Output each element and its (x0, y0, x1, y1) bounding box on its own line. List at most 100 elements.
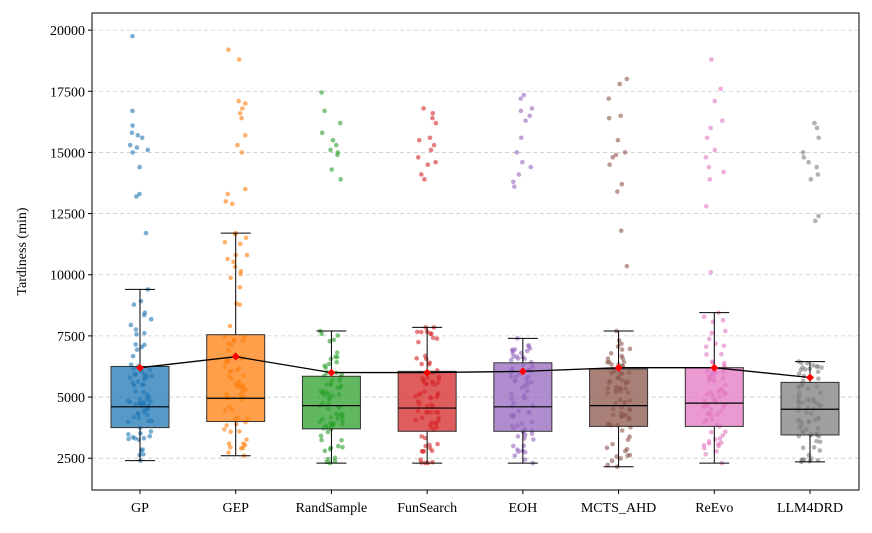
data-point (800, 445, 806, 451)
outlier-point (422, 177, 427, 182)
outlier-point (812, 218, 818, 224)
outlier-point (433, 120, 439, 126)
outlier-point (226, 47, 231, 52)
outlier-point (808, 177, 814, 182)
outlier-point (416, 137, 422, 143)
outlier-point (419, 172, 424, 177)
iqr-box (589, 368, 649, 427)
data-point (244, 252, 250, 258)
data-point (615, 344, 621, 349)
outlier-point (622, 150, 628, 155)
data-point (512, 453, 518, 458)
data-point (419, 361, 424, 367)
data-point (328, 356, 334, 362)
outlier-point (421, 106, 426, 111)
y-tick-label: 7500 (57, 330, 85, 345)
outlier-point (815, 172, 821, 177)
y-tick-label: 20000 (50, 24, 85, 39)
outlier-point (328, 147, 333, 153)
data-point (340, 444, 345, 450)
data-point (244, 437, 249, 442)
outlier-point (615, 137, 621, 143)
data-point (815, 369, 821, 375)
outlier-point (335, 150, 341, 155)
data-point (130, 353, 136, 359)
data-point (720, 433, 726, 438)
outlier-point (816, 135, 821, 141)
outlier-point (704, 135, 710, 141)
box-gp (110, 288, 170, 462)
outlier-point (322, 108, 327, 114)
outlier-point (237, 110, 243, 116)
data-point (133, 342, 138, 347)
data-point (719, 351, 724, 357)
data-point (334, 359, 339, 365)
outlier-point (718, 86, 723, 92)
outlier-point (143, 230, 149, 236)
data-point (227, 444, 233, 450)
data-point (605, 359, 610, 365)
data-point (232, 264, 238, 270)
mean-marker (231, 352, 240, 361)
outlier-point (520, 159, 525, 165)
data-point (332, 455, 338, 461)
data-point (718, 440, 724, 446)
x-tick-label: RandSample (296, 501, 368, 516)
data-point (723, 429, 728, 435)
outlier-point (427, 135, 433, 141)
outlier-point (239, 115, 244, 121)
data-point (819, 365, 824, 370)
outlier-point (428, 147, 434, 153)
data-point (716, 443, 721, 449)
data-point (339, 437, 344, 443)
data-point (414, 329, 420, 335)
data-point (142, 330, 147, 336)
outlier-point (225, 191, 231, 197)
data-point (511, 443, 516, 449)
data-point (721, 360, 727, 366)
outlier-point (709, 57, 714, 62)
outlier-point (706, 164, 712, 170)
data-point (420, 449, 426, 454)
outlier-point (240, 106, 245, 111)
data-point (429, 331, 434, 337)
outlier-point (431, 142, 437, 148)
data-point (508, 357, 514, 363)
plot-frame (91, 12, 860, 491)
data-point (614, 454, 619, 459)
data-point (142, 310, 148, 315)
data-point (422, 353, 428, 359)
outlier-point (512, 184, 517, 189)
outlier-point (610, 155, 615, 160)
mean-connector (139, 356, 811, 379)
outlier-point (618, 113, 623, 119)
data-point (701, 445, 707, 451)
mean-marker (518, 367, 527, 376)
data-point (416, 339, 421, 345)
outlier-point (708, 125, 713, 131)
outlier-point (519, 135, 524, 141)
y-tick-label: 10000 (50, 269, 85, 284)
data-point (427, 442, 432, 448)
data-point (222, 239, 228, 245)
data-point (335, 443, 341, 449)
mean-marker (136, 363, 144, 372)
data-point (620, 356, 626, 361)
data-point (131, 302, 137, 307)
data-point (430, 335, 436, 341)
data-point (814, 438, 819, 444)
outlier-point (707, 177, 713, 182)
outlier-point (235, 142, 240, 148)
data-point (226, 450, 231, 455)
data-point (703, 452, 708, 457)
data-point (234, 301, 239, 306)
outlier-point (703, 203, 709, 209)
data-point (335, 333, 341, 338)
outlier-point (607, 162, 612, 167)
outlier-point (333, 142, 339, 148)
data-point (422, 435, 428, 441)
data-point (619, 341, 624, 347)
outlier-point (127, 142, 133, 148)
outlier-point (145, 147, 151, 153)
